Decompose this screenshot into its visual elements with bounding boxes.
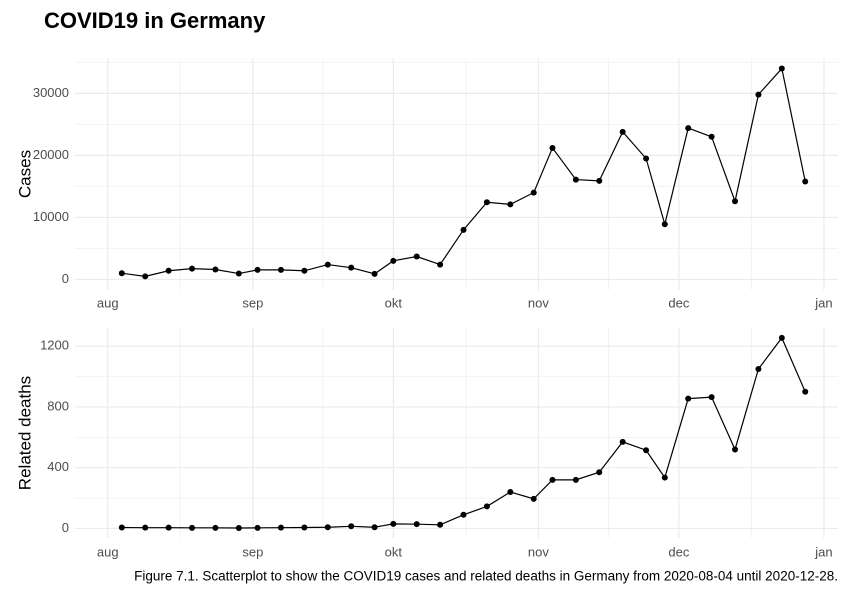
marker [212,524,219,531]
x-tick-label: sep [242,295,263,310]
marker [507,201,514,208]
marker [596,469,603,476]
marker [530,189,537,196]
marker [755,91,762,98]
marker [254,266,261,273]
marker [165,267,172,274]
marker [277,266,284,273]
marker [802,178,809,185]
line [121,336,806,529]
marker [254,524,261,531]
y-tick-label: 800 [47,398,69,413]
marker [348,264,355,271]
y-tick-label: 10000 [33,209,69,224]
y-axis-label: Cases [15,150,34,198]
marker [732,446,739,453]
marker [437,261,444,268]
marker [324,524,331,531]
marker [549,476,556,483]
marker [212,266,219,273]
marker [619,438,626,445]
marker [235,524,242,531]
marker [324,261,331,268]
marker [549,144,556,151]
line [121,67,806,277]
marker [277,524,284,531]
marker [460,511,467,518]
x-tick-label: aug [97,544,119,559]
x-tick-label: okt [385,544,403,559]
marker [708,133,715,140]
x-tick-label: okt [385,295,403,310]
marker [118,524,125,531]
marker [572,476,579,483]
marker [778,334,785,341]
x-tick-label: aug [97,295,119,310]
marker [507,488,514,495]
marker [778,65,785,72]
x-tick-label: nov [528,544,549,559]
marker [371,270,378,277]
marker [189,524,196,531]
marker [301,267,308,274]
x-tick-label: nov [528,295,549,310]
x-tick-label: dec [668,544,689,559]
chart-title: COVID19 in Germany [44,8,266,33]
marker [755,365,762,372]
x-tick-label: sep [242,544,263,559]
marker [643,155,650,162]
y-tick-label: 0 [62,271,69,286]
marker [235,270,242,277]
marker [572,176,579,183]
y-tick-label: 1200 [40,338,69,353]
marker [413,253,420,260]
marker [371,524,378,531]
y-tick-label: 20000 [33,147,69,162]
marker [165,524,172,531]
marker [802,388,809,395]
marker [460,226,467,233]
marker [142,273,149,280]
caption: Figure 7.1. Scatterplot to show the COVI… [134,569,838,584]
y-tick-label: 400 [47,459,69,474]
marker [142,524,149,531]
marker [661,221,668,228]
marker [390,257,397,264]
marker [732,198,739,205]
marker [596,177,603,184]
marker [348,523,355,530]
y-axis-label: Related deaths [15,376,34,490]
marker [189,265,196,272]
marker [483,503,490,510]
marker [118,270,125,277]
marker [708,394,715,401]
marker [643,447,650,454]
marker [685,125,692,132]
marker [619,128,626,135]
y-tick-label: 30000 [33,85,69,100]
marker [437,521,444,528]
marker [685,395,692,402]
x-tick-label: dec [668,295,689,310]
x-tick-label: jan [814,295,832,310]
x-tick-label: jan [814,544,832,559]
marker [301,524,308,531]
marker [530,495,537,502]
marker [483,199,490,206]
marker [390,520,397,527]
marker [413,521,420,528]
y-tick-label: 0 [62,520,69,535]
marker [661,474,668,481]
